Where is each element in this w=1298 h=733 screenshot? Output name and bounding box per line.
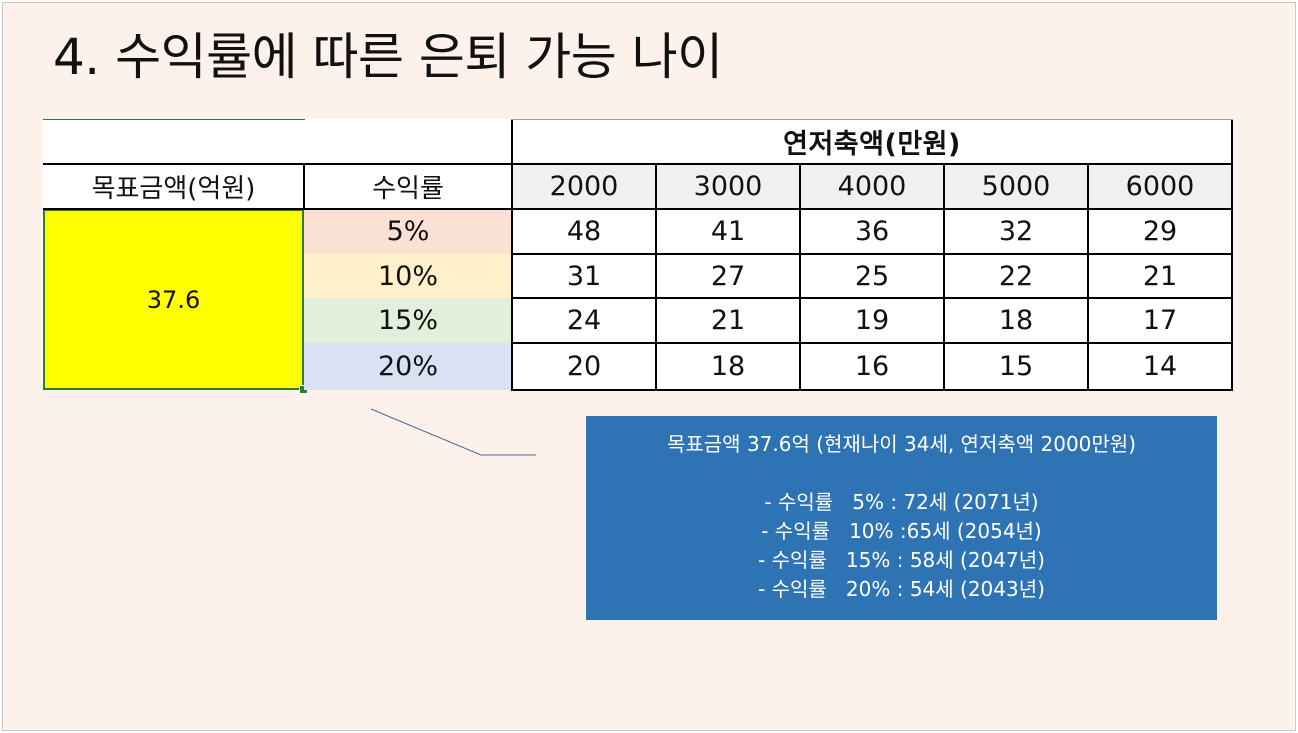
grid-line [511, 253, 1233, 255]
grid-line [43, 208, 1233, 210]
rate-cell: 5% [304, 209, 512, 254]
grid-line [1231, 119, 1233, 391]
rate-cell: 20% [304, 343, 512, 390]
age-cell: 36 [800, 209, 944, 254]
age-cell: 17 [1088, 298, 1232, 343]
age-cell: 19 [800, 298, 944, 343]
summary-note-box: 목표금액 37.6억 (현재나이 34세, 연저축액 2000만원) - 수익률… [586, 416, 1217, 620]
grid-line [511, 297, 1233, 299]
age-cell: 20 [512, 343, 656, 390]
rate-cell: 15% [304, 298, 512, 343]
grid-line [943, 164, 945, 391]
age-cell: 18 [656, 343, 800, 390]
grid-line [43, 119, 305, 120]
column-header: 3000 [656, 164, 800, 209]
age-cell: 21 [1088, 254, 1232, 298]
age-cell: 25 [800, 254, 944, 298]
grid-line [511, 119, 1233, 120]
age-cell: 24 [512, 298, 656, 343]
header-annual-savings: 연저축액(만원) [783, 129, 961, 160]
grid-line [655, 164, 657, 391]
column-header: 5000 [944, 164, 1088, 209]
age-cell: 32 [944, 209, 1088, 254]
age-cell: 22 [944, 254, 1088, 298]
column-header: 2000 [512, 164, 656, 209]
grid-line [511, 389, 1233, 391]
age-cell: 41 [656, 209, 800, 254]
grid-line [1087, 164, 1089, 391]
column-header: 6000 [1088, 164, 1232, 209]
grid-line [511, 342, 1233, 344]
column-header: 4000 [800, 164, 944, 209]
note-line: - 수익률 20% : 54세 (2043년) [758, 577, 1045, 601]
note-heading: 목표금액 37.6억 (현재나이 34세, 연저축액 2000만원) [666, 432, 1137, 456]
age-cell: 27 [656, 254, 800, 298]
age-cell: 48 [512, 209, 656, 254]
target-amount-cell[interactable]: 37.6 [43, 209, 304, 390]
slide-title: 4. 수익률에 따른 은퇴 가능 나이 [53, 28, 723, 86]
grid-line [303, 164, 305, 209]
header-return-rate: 수익률 [372, 174, 444, 204]
rate-cell: 10% [304, 254, 512, 298]
age-cell: 21 [656, 298, 800, 343]
age-cell: 31 [512, 254, 656, 298]
age-cell: 14 [1088, 343, 1232, 390]
grid-line [799, 164, 801, 391]
grid-line [511, 119, 513, 391]
age-cell: 18 [944, 298, 1088, 343]
grid-line [43, 163, 1233, 165]
note-line: - 수익률 10% :65세 (2054년) [761, 519, 1042, 543]
age-cell: 15 [944, 343, 1088, 390]
note-line: - 수익률 5% : 72세 (2071년) [764, 490, 1039, 514]
age-cell: 29 [1088, 209, 1232, 254]
age-cell: 16 [800, 343, 944, 390]
note-line: - 수익률 15% : 58세 (2047년) [758, 548, 1045, 572]
header-target-amount: 목표금액(억원) [91, 174, 256, 204]
